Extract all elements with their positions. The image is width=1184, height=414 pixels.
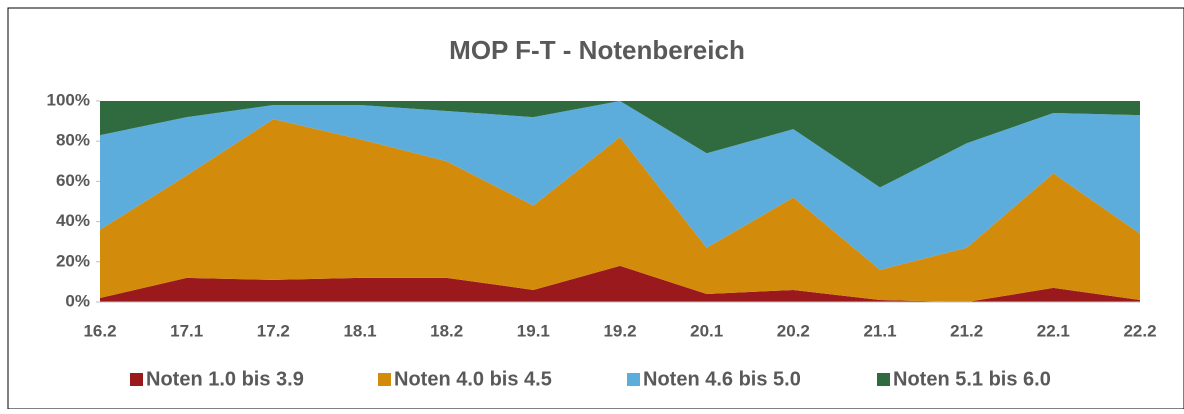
x-tick-label: 17.1 xyxy=(170,321,203,340)
x-tick-label: 19.1 xyxy=(517,321,550,340)
area xyxy=(100,101,1140,270)
legend-swatch xyxy=(378,373,391,386)
x-tick-label: 18.1 xyxy=(343,321,376,340)
chart-title: MOP F-T - Notenbereich xyxy=(449,35,745,65)
y-tick-label: 60% xyxy=(56,171,90,190)
x-tick-label: 20.1 xyxy=(690,321,723,340)
x-tick-label: 21.1 xyxy=(863,321,896,340)
legend-swatch xyxy=(627,373,640,386)
y-tick-label: 20% xyxy=(56,251,90,270)
x-tick-label: 22.1 xyxy=(1037,321,1070,340)
x-tick-label: 17.2 xyxy=(257,321,290,340)
x-tick-label: 16.2 xyxy=(83,321,116,340)
x-tick-label: 22.2 xyxy=(1123,321,1156,340)
x-tick-label: 20.2 xyxy=(777,321,810,340)
legend-label: Noten 4.6 bis 5.0 xyxy=(643,368,801,390)
legend-label: Noten 1.0 bis 3.9 xyxy=(146,368,304,390)
y-tick-label: 100% xyxy=(47,90,90,109)
x-tick-label: 19.2 xyxy=(603,321,636,340)
x-tick-label: 18.2 xyxy=(430,321,463,340)
x-tick-label: 21.2 xyxy=(950,321,983,340)
y-tick-label: 80% xyxy=(56,131,90,150)
area xyxy=(100,101,1140,188)
y-tick-label: 40% xyxy=(56,211,90,230)
legend-label: Noten 5.1 bis 6.0 xyxy=(893,368,1051,390)
area xyxy=(100,119,1140,302)
legend-label: Noten 4.0 bis 4.5 xyxy=(394,368,552,390)
legend-swatch xyxy=(130,373,143,386)
y-tick-label: 0% xyxy=(65,291,90,310)
legend-swatch xyxy=(877,373,890,386)
area xyxy=(100,265,1140,302)
